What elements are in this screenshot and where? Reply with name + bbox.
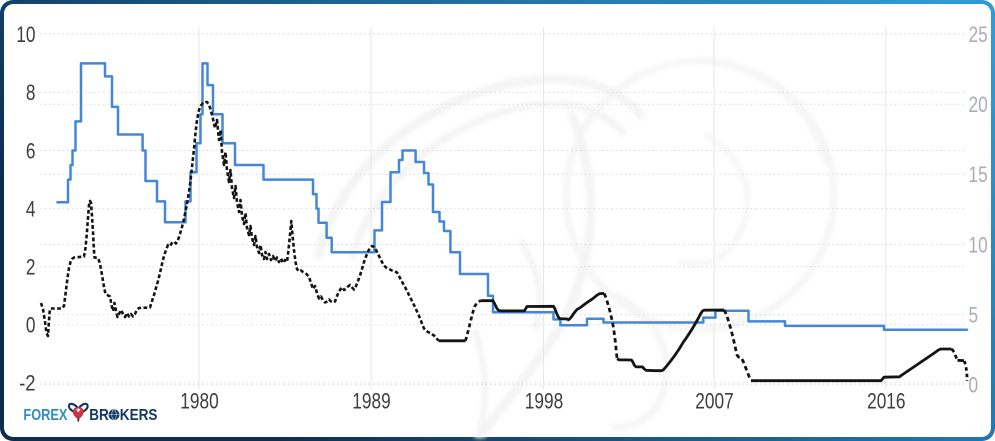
svg-text:2016: 2016 bbox=[867, 389, 905, 414]
svg-text:20: 20 bbox=[969, 92, 988, 117]
svg-text:6: 6 bbox=[26, 138, 36, 163]
svg-text:10: 10 bbox=[16, 22, 35, 47]
svg-text:BR: BR bbox=[89, 407, 109, 424]
svg-text:8: 8 bbox=[26, 80, 36, 105]
svg-text:FOREX: FOREX bbox=[23, 407, 68, 424]
svg-text:2007: 2007 bbox=[695, 389, 733, 414]
svg-text:25: 25 bbox=[969, 22, 988, 47]
svg-text:1989: 1989 bbox=[352, 389, 390, 414]
svg-text:5: 5 bbox=[969, 302, 979, 327]
svg-text:1998: 1998 bbox=[525, 389, 563, 414]
svg-text:0: 0 bbox=[26, 313, 36, 338]
svg-text:KERS: KERS bbox=[120, 407, 158, 424]
svg-text:4: 4 bbox=[26, 196, 36, 221]
svg-text:10: 10 bbox=[969, 232, 988, 257]
svg-text:2: 2 bbox=[26, 255, 36, 280]
svg-text:0: 0 bbox=[969, 373, 979, 398]
svg-text:15: 15 bbox=[969, 162, 988, 187]
svg-text:1980: 1980 bbox=[180, 389, 218, 414]
svg-text:-2: -2 bbox=[19, 371, 35, 396]
